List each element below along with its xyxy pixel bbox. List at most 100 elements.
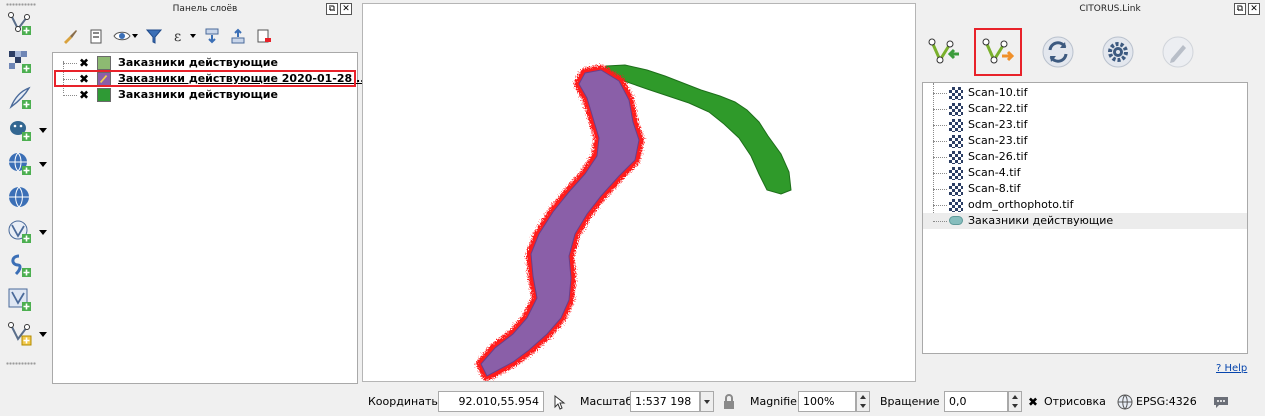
layer-symbol[interactable] bbox=[97, 56, 111, 70]
layer-symbol[interactable] bbox=[97, 72, 111, 86]
list-item[interactable]: Scan-10.tif bbox=[923, 85, 1247, 101]
scale-dropdown-arrow[interactable] bbox=[700, 391, 714, 412]
paint-brush-icon bbox=[64, 30, 77, 44]
add-raster-layer-icon bbox=[9, 51, 31, 73]
raster-file-icon bbox=[949, 87, 963, 100]
raster-file-icon bbox=[949, 119, 963, 132]
mouse-coordinates-icon[interactable] bbox=[550, 393, 568, 411]
list-item[interactable]: Scan-23.tif bbox=[923, 133, 1247, 149]
expand-all-icon bbox=[205, 28, 219, 44]
layer-row-selected[interactable]: ✖ Заказники действующие 2020-01-28 ... bbox=[53, 71, 369, 87]
layer-visibility-checkbox[interactable]: ✖ bbox=[78, 56, 90, 70]
raster-file-icon bbox=[949, 103, 963, 116]
scale-combobox[interactable]: 1:537 198 bbox=[630, 391, 700, 412]
file-name: Scan-8.tif bbox=[968, 182, 1021, 195]
list-item[interactable]: Scan-23.tif bbox=[923, 117, 1247, 133]
list-item-selected[interactable]: Заказники действующие bbox=[923, 213, 1247, 229]
render-label: Отрисовка bbox=[1044, 395, 1106, 408]
new-shapefile-button[interactable] bbox=[6, 320, 34, 348]
add-raster-layer-button[interactable] bbox=[6, 48, 34, 76]
expand-all-button[interactable] bbox=[202, 26, 222, 46]
lock-icon[interactable] bbox=[720, 393, 738, 411]
tree-branch bbox=[933, 109, 947, 110]
list-item[interactable]: Scan-22.tif bbox=[923, 101, 1247, 117]
postgis-dropdown-arrow[interactable] bbox=[39, 128, 47, 133]
add-wcs-button[interactable] bbox=[6, 184, 34, 212]
tree-connector bbox=[63, 61, 64, 93]
add-delimited-text-button[interactable] bbox=[6, 84, 34, 112]
expression-dropdown-arrow[interactable] bbox=[190, 34, 196, 38]
expression-filter-button[interactable]: ε bbox=[170, 26, 190, 46]
filter-button[interactable] bbox=[144, 26, 164, 46]
add-postgis-button[interactable] bbox=[6, 116, 34, 144]
layer-visibility-checkbox[interactable]: ✖ bbox=[78, 88, 90, 102]
list-item[interactable]: Scan-8.tif bbox=[923, 181, 1247, 197]
layer-row[interactable]: ✖ Заказники действующие bbox=[53, 55, 357, 71]
tree-branch bbox=[933, 93, 947, 94]
list-item[interactable]: Scan-26.tif bbox=[923, 149, 1247, 165]
eye-icon bbox=[113, 31, 131, 41]
citorus-panel-title: CITORUS.Link bbox=[1079, 4, 1141, 14]
layer-name[interactable]: Заказники действующие bbox=[118, 56, 278, 69]
citorus-panel-close-button[interactable]: ✕ bbox=[1248, 3, 1260, 15]
help-link[interactable]: ? Help bbox=[1216, 363, 1248, 374]
list-item[interactable]: Scan-4.tif bbox=[923, 165, 1247, 181]
add-wms-button[interactable] bbox=[6, 150, 34, 178]
layer-name[interactable]: Заказники действующие bbox=[118, 88, 278, 101]
add-vector-layer-button[interactable] bbox=[6, 10, 34, 38]
toolbar-grip-bottom[interactable] bbox=[6, 362, 36, 365]
add-spatialite-button[interactable] bbox=[6, 252, 34, 280]
layers-panel-close-button[interactable]: ✕ bbox=[340, 3, 352, 15]
map-canvas[interactable] bbox=[362, 3, 916, 382]
render-checkbox[interactable]: ✖ bbox=[1028, 395, 1039, 409]
coordinates-field[interactable]: 92.010,55.954 bbox=[438, 391, 544, 412]
selected-reserve-polygon[interactable] bbox=[480, 69, 640, 377]
wfs-dropdown-arrow[interactable] bbox=[39, 230, 47, 235]
magnifier-spinner[interactable] bbox=[856, 391, 870, 412]
visibility-dropdown-arrow[interactable] bbox=[132, 34, 138, 38]
remove-layer-icon bbox=[257, 29, 271, 43]
visibility-button[interactable] bbox=[112, 26, 132, 46]
remove-layer-button[interactable] bbox=[254, 26, 274, 46]
wms-dropdown-arrow[interactable] bbox=[39, 162, 47, 167]
layers-panel-float-button[interactable]: ⧉ bbox=[326, 3, 338, 15]
add-wfs-button[interactable] bbox=[6, 218, 34, 246]
edit-pencil-icon bbox=[99, 75, 108, 83]
raster-file-icon bbox=[949, 151, 963, 164]
settings-icon bbox=[1102, 36, 1134, 68]
magnifier-field[interactable]: 100% bbox=[798, 391, 856, 412]
layer-row[interactable]: ✖ Заказники действующие bbox=[53, 87, 357, 103]
settings-button[interactable] bbox=[1096, 30, 1140, 74]
left-toolbar bbox=[0, 0, 52, 388]
list-item[interactable]: odm_orthophoto.tif bbox=[923, 197, 1247, 213]
layers-panel: Панель слоёв ⧉ ✕ ε bbox=[52, 0, 369, 388]
file-name: Scan-22.tif bbox=[968, 102, 1028, 115]
style-button[interactable] bbox=[60, 26, 80, 46]
rotation-spinner[interactable] bbox=[1008, 391, 1022, 412]
crs-label[interactable]: EPSG:4326 bbox=[1136, 395, 1197, 408]
collapse-all-icon bbox=[231, 28, 245, 44]
crs-globe-icon[interactable] bbox=[1116, 393, 1134, 411]
layers-toolbar: ε bbox=[58, 24, 358, 48]
citorus-panel-float-button[interactable]: ⧉ bbox=[1234, 3, 1246, 15]
add-virtual-layer-button[interactable] bbox=[6, 286, 34, 314]
toolbar-grip[interactable] bbox=[6, 3, 36, 6]
add-vector-layer-icon bbox=[8, 12, 31, 35]
add-group-button[interactable] bbox=[86, 26, 106, 46]
export-layer-button[interactable] bbox=[976, 30, 1020, 74]
add-group-icon bbox=[90, 29, 102, 44]
raster-file-icon bbox=[949, 183, 963, 196]
collapse-all-button[interactable] bbox=[228, 26, 248, 46]
tree-branch bbox=[933, 173, 947, 174]
edit-button[interactable] bbox=[1156, 30, 1200, 74]
layer-name[interactable]: Заказники действующие 2020-01-28 ... bbox=[118, 72, 369, 85]
tree-connector bbox=[933, 83, 934, 219]
layer-symbol[interactable] bbox=[97, 88, 111, 102]
selected-layer-highlight bbox=[54, 70, 356, 87]
import-layer-button[interactable] bbox=[922, 30, 966, 74]
new-layer-dropdown-arrow[interactable] bbox=[39, 332, 47, 337]
refresh-button[interactable] bbox=[1036, 30, 1080, 74]
messages-icon[interactable] bbox=[1212, 393, 1230, 411]
layer-visibility-checkbox[interactable]: ✖ bbox=[78, 72, 90, 86]
rotation-field[interactable]: 0,0 bbox=[944, 391, 1008, 412]
